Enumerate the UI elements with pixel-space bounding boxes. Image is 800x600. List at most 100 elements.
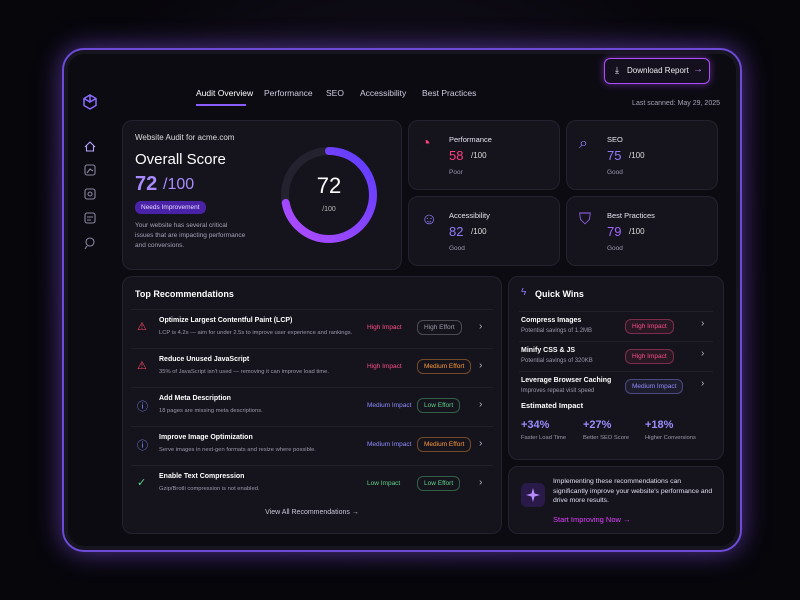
cta-text: Implementing these recommendations can s…: [553, 478, 713, 504]
score-name: Best Practices: [607, 211, 655, 220]
view-all-link[interactable]: View All Recommendations →: [265, 509, 359, 516]
sparkle-icon: [521, 483, 545, 507]
nav-tab[interactable]: Audit Overview: [196, 88, 254, 98]
quick-win-detail: Improves repeat visit speed: [521, 388, 595, 394]
recommendation-description: 18 pages are missing meta descriptions.: [159, 408, 263, 414]
impact-value: +18%: [645, 419, 674, 431]
recommendation-row[interactable]: ⓘ Improve Image Optimization Serve images …: [131, 426, 493, 463]
row-chevron[interactable]: ›: [701, 378, 705, 389]
score-rating: Good: [449, 245, 465, 252]
active-tab-indicator: [196, 104, 246, 106]
recommendation-row[interactable]: ⚠ Optimize Largest Contentful Paint (LCP)…: [131, 309, 493, 346]
score-card: ⛉ Best Practices 79/100 Good: [566, 196, 718, 266]
row-chevron[interactable]: ›: [701, 348, 705, 359]
row-chevron[interactable]: ›: [479, 360, 483, 371]
impact-value: +27%: [583, 419, 612, 431]
quick-win-row[interactable]: Compress Images Potential savings of 1.2M…: [519, 311, 713, 340]
quick-win-detail: Potential savings of 1.2MB: [521, 328, 593, 334]
recommendation-title: Enable Text Compression: [159, 473, 245, 480]
quick-win-title: Leverage Browser Caching: [521, 377, 612, 384]
overall-score: 72: [135, 173, 158, 195]
score-out-of: /100: [471, 227, 487, 236]
row-chevron[interactable]: ›: [479, 399, 483, 410]
bolt-icon: ϟ: [521, 287, 527, 298]
impact-value: +34%: [521, 419, 550, 431]
recommendation-title: Optimize Largest Contentful Paint (LCP): [159, 317, 293, 324]
quick-wins-title: Quick Wins: [535, 289, 584, 299]
arrow: →: [693, 64, 703, 75]
score-name: Accessibility: [449, 211, 490, 220]
impact-label: Faster Load Time: [521, 435, 567, 441]
quick-win-detail: Potential savings of 320KB: [521, 358, 593, 364]
recommendation-icon: ⚠: [137, 360, 147, 372]
nav-tab[interactable]: Accessibility: [360, 88, 407, 98]
download-icon: ⤓: [615, 65, 619, 75]
score-rating: Good: [607, 169, 623, 176]
gauge-arc: [281, 147, 377, 243]
quick-win-badge: High Impact: [625, 319, 674, 334]
view-all-label[interactable]: View All Recommendations: [265, 509, 350, 516]
recommendations-card: Top Recommendations View All Recommendat…: [122, 276, 502, 534]
site-label: Website Audit for acme.com: [135, 133, 235, 142]
score-icon: ☺: [421, 211, 438, 228]
row-chevron[interactable]: ›: [701, 318, 705, 329]
quick-win-title: Compress Images: [521, 317, 582, 324]
nav-tab[interactable]: Performance: [264, 88, 313, 98]
nav-tab[interactable]: SEO: [326, 88, 344, 98]
score-rating: Poor: [449, 169, 463, 176]
overall-description: Your website has several critical issues…: [135, 222, 246, 249]
tablet-screen: ⤓ Download Report → Last scanned: May 29…: [62, 48, 742, 552]
quick-win-title: Minify CSS & JS: [521, 347, 576, 354]
quick-win-row[interactable]: Leverage Browser Caching Improves repeat …: [519, 371, 713, 400]
download-label: Download Report: [627, 66, 689, 75]
effort-badge: High Effort: [417, 320, 462, 335]
recommendation-description: 35% of JavaScript isn't used — removing …: [159, 369, 329, 375]
cta-card: Implementing these recommendations can s…: [508, 466, 724, 534]
row-chevron[interactable]: ›: [479, 477, 483, 488]
recommendation-row[interactable]: ⓘ Add Meta Description 18 pages are missin…: [131, 387, 493, 424]
sidebar-icons[interactable]: [82, 138, 98, 268]
overall-title: Overall Score: [135, 151, 226, 168]
estimated-impact-title: Estimated Impact: [521, 401, 584, 410]
row-chevron[interactable]: ›: [479, 438, 483, 449]
score-rating: Good: [607, 245, 623, 252]
quick-win-badge: Medium Impact: [625, 379, 684, 394]
impact-label: Medium Impact: [367, 441, 412, 448]
recommendation-description: Gzip/Brotli compression is not enabled.: [159, 486, 260, 492]
impact-label: Low Impact: [367, 480, 401, 487]
score-card: ◔ Performance 58/100 Poor: [408, 120, 560, 190]
score-name: Performance: [449, 135, 492, 144]
recommendation-title: Improve Image Optimization: [159, 434, 253, 441]
recommendations-title: Top Recommendations: [135, 289, 234, 299]
recommendation-icon: ⓘ: [137, 401, 148, 413]
status-badge: Needs Improvement: [135, 201, 206, 214]
recommendation-row[interactable]: ✓ Enable Text Compression Gzip/Brotli comp…: [131, 465, 493, 502]
logo: [83, 94, 97, 110]
download-button[interactable]: ⤓ Download Report →: [604, 58, 710, 84]
cta-link[interactable]: Start Improving Now →: [553, 515, 631, 524]
impact-label: Higher Conversions: [645, 435, 696, 441]
row-chevron[interactable]: ›: [479, 321, 483, 332]
effort-badge: Medium Effort: [417, 437, 472, 452]
score-out-of: /100: [629, 151, 645, 160]
score-icon: ◔: [421, 135, 431, 152]
cta-link-label[interactable]: Start Improving Now: [553, 515, 621, 524]
score-icon: ⌕: [579, 135, 588, 152]
recommendation-description: Serve images in next-gen formats and res…: [159, 447, 316, 453]
score-icon: ⛉: [579, 211, 592, 228]
score-value: 82: [449, 224, 464, 239]
score-name: SEO: [607, 135, 623, 144]
score-gauge: 72 /100: [281, 147, 377, 243]
gauge-out-of: /100: [322, 206, 336, 213]
score-card: ☺ Accessibility 82/100 Good: [408, 196, 560, 266]
quick-wins-card: ϟ Quick Wins Estimated Impact Compress I…: [508, 276, 724, 460]
score-out-of: /100: [629, 227, 645, 236]
score-out-of: /100: [471, 151, 487, 160]
effort-badge: Low Effort: [417, 398, 461, 413]
quick-win-row[interactable]: Minify CSS & JS Potential savings of 320K…: [519, 341, 713, 370]
impact-label: Better SEO Score: [583, 435, 630, 441]
nav-tab[interactable]: Best Practices: [422, 88, 477, 98]
impact-label: High Impact: [367, 363, 402, 370]
recommendation-row[interactable]: ⚠ Reduce Unused JavaScript 35% of JavaScri…: [131, 348, 493, 385]
